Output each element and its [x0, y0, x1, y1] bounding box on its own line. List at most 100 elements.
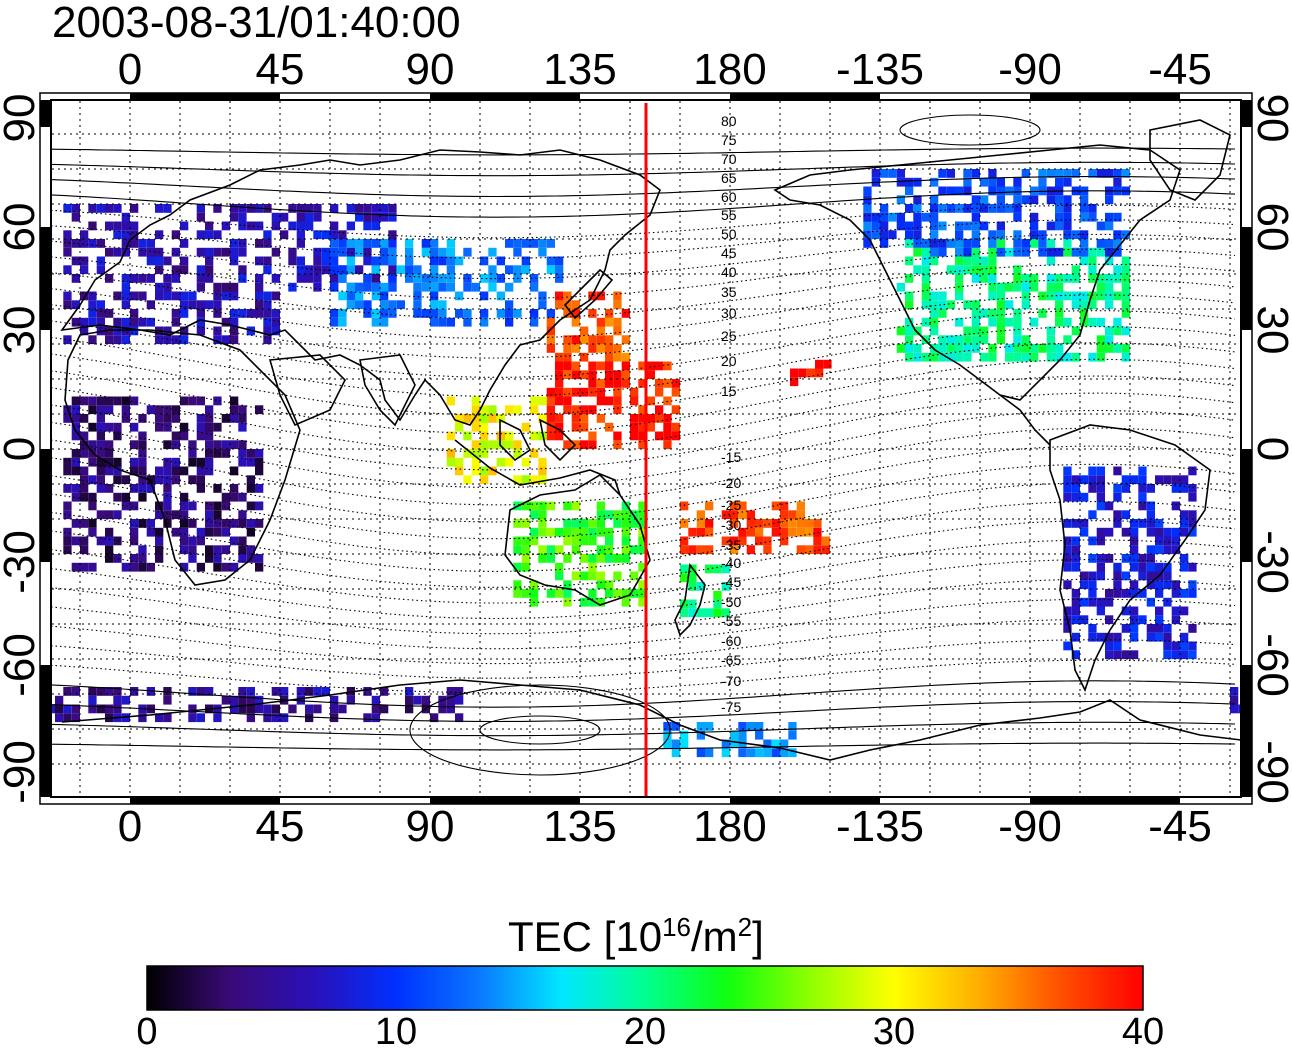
- tec-cell: [163, 414, 172, 423]
- tec-cell: [1063, 580, 1072, 590]
- tec-cell: [1096, 597, 1105, 607]
- tec-cell: [1138, 519, 1147, 528]
- tec-cell: [238, 449, 247, 458]
- tec-cell: [71, 431, 80, 441]
- tec-cell: [630, 414, 639, 423]
- tec-cell: [113, 335, 122, 345]
- tec-cell: [1071, 536, 1080, 546]
- tec-cell: [880, 221, 889, 231]
- tec-cell: [555, 291, 564, 301]
- tec-cell: [1063, 195, 1072, 205]
- tec-cell: [680, 739, 689, 749]
- tec-cell: [80, 466, 89, 476]
- tec-cell: [230, 256, 239, 266]
- contour-line: [51, 263, 1236, 320]
- tec-cell: [1130, 536, 1139, 546]
- tec-cell: [605, 344, 614, 353]
- tec-cell: [1071, 519, 1080, 528]
- tec-cell: [1071, 492, 1080, 502]
- tec-cell: [938, 344, 947, 353]
- right-lat-tick-0: 0: [1248, 437, 1292, 461]
- tec-cell: [213, 562, 222, 572]
- tec-cell: [471, 282, 480, 292]
- tec-cell: [80, 545, 89, 555]
- tec-cell: [930, 230, 939, 240]
- tec-cell: [1155, 589, 1164, 598]
- tec-cell: [463, 317, 472, 327]
- tec-cell: [180, 431, 189, 441]
- tec-cell: [330, 204, 339, 213]
- tec-cell: [621, 527, 630, 537]
- tec-cell: [413, 265, 422, 275]
- tec-cell: [96, 536, 105, 546]
- tec-cell: [696, 582, 705, 591]
- tec-cell: [105, 527, 114, 537]
- tec-cell: [246, 695, 255, 705]
- tec-cell: [163, 204, 172, 213]
- tec-cell: [163, 335, 172, 345]
- tec-cell: [530, 510, 539, 520]
- tec-cell: [1171, 527, 1180, 537]
- tec-cell: [246, 527, 255, 537]
- tec-cell: [121, 501, 130, 511]
- tec-cell: [1121, 309, 1130, 318]
- tec-cell: [163, 501, 172, 511]
- tec-cell: [946, 186, 955, 196]
- tec-cell: [1063, 536, 1072, 546]
- tec-cell: [163, 519, 172, 528]
- contour-label: 45: [721, 245, 737, 261]
- tec-cell: [730, 501, 739, 511]
- tec-cell: [1046, 326, 1055, 336]
- tec-cell: [963, 344, 972, 353]
- tec-cell: [588, 379, 597, 388]
- tec-cell: [955, 352, 964, 362]
- tec-cell: [538, 501, 547, 511]
- tec-cell: [96, 317, 105, 327]
- tec-cell: [580, 554, 589, 563]
- tec-cell: [988, 317, 997, 327]
- tec-cell: [238, 510, 247, 520]
- tec-cell: [1171, 589, 1180, 598]
- tec-cell: [771, 748, 780, 758]
- tec-cell: [1146, 597, 1155, 607]
- tec-cell: [1080, 597, 1089, 607]
- tec-cell: [563, 370, 572, 380]
- tec-cell: [88, 501, 97, 511]
- map-frame: [39, 92, 1253, 805]
- tec-cell: [580, 387, 589, 397]
- tec-cell: [130, 519, 139, 528]
- tec-cell: [105, 396, 114, 406]
- tec-cell: [630, 571, 639, 581]
- tec-cell: [1188, 510, 1197, 520]
- tec-cell: [988, 169, 997, 178]
- tec-cell: [363, 256, 372, 266]
- tec-cell: [1121, 265, 1130, 275]
- tec-cell: [680, 501, 689, 511]
- tec-cell: [1063, 466, 1072, 476]
- frame-bar: [1241, 449, 1252, 562]
- tec-cell: [96, 457, 105, 467]
- tec-cell: [388, 265, 397, 275]
- tec-cell: [155, 256, 164, 266]
- tec-cell: [455, 414, 464, 423]
- tec-cell: [1080, 300, 1089, 310]
- tec-cell: [763, 536, 772, 546]
- tec-cell: [63, 713, 72, 723]
- tec-cell: [988, 256, 997, 266]
- tec-cell: [88, 440, 97, 450]
- tec-cell: [188, 536, 197, 546]
- tec-cell: [680, 573, 689, 583]
- tec-cell: [463, 449, 472, 458]
- tec-cell: [1113, 562, 1122, 572]
- tec-cell: [671, 379, 680, 388]
- tec-cell: [1130, 554, 1139, 563]
- tec-cell: [863, 212, 872, 222]
- tec-cell: [113, 554, 122, 563]
- tec-cell: [1146, 554, 1155, 563]
- contour-label: 60: [721, 189, 737, 205]
- tec-cell: [321, 265, 330, 275]
- tec-cell: [1121, 230, 1130, 240]
- colorbar-title-unit-exponent: 2: [737, 912, 753, 942]
- colorbar-title: TEC [1016/m2]: [508, 904, 764, 960]
- tec-cell: [271, 704, 280, 714]
